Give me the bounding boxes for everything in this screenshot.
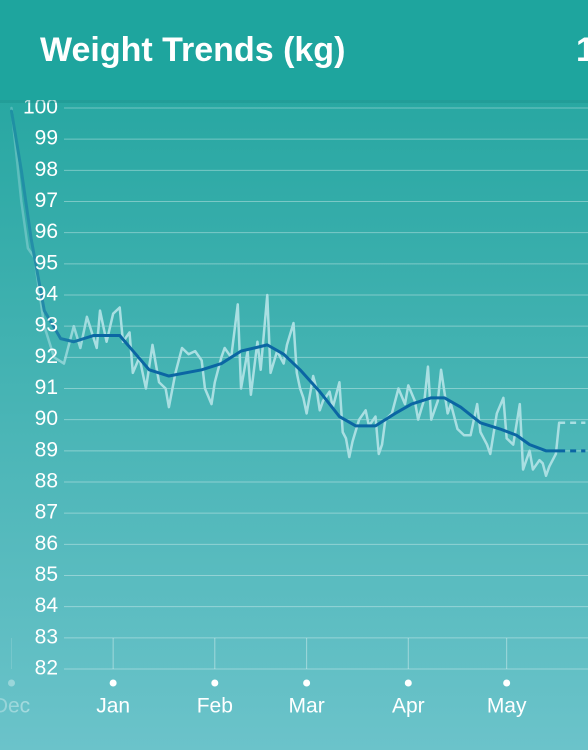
y-tick-label: 86	[35, 532, 58, 555]
x-tick-dot	[109, 679, 117, 687]
header-shadow	[0, 100, 588, 103]
y-tick-label: 100	[23, 96, 58, 119]
x-tick-label: May	[487, 695, 527, 718]
y-tick-label: 93	[35, 314, 58, 337]
plot: Dec Jan Feb Mar Apr May	[0, 106, 586, 718]
y-tick-label: 88	[35, 470, 58, 493]
x-tick-label: Apr	[392, 695, 425, 718]
y-tick-label: 96	[35, 220, 58, 243]
x-tick-label: Jan	[96, 695, 130, 718]
y-tick-label: 83	[35, 625, 58, 648]
x-tick-label: Mar	[289, 695, 325, 718]
period-label[interactable]: 1	[576, 31, 588, 69]
y-tick-label: 84	[35, 594, 59, 617]
y-tick-label: 95	[35, 251, 58, 274]
grid	[64, 107, 588, 670]
y-tick-label: 90	[35, 407, 58, 430]
y-tick-label: 98	[35, 158, 58, 181]
chart-title: Weight Trends (kg)	[40, 31, 345, 69]
x-tick-dot	[303, 679, 311, 687]
y-tick-label: 85	[35, 563, 58, 586]
y-tick-label: 97	[35, 189, 58, 212]
x-tick-label: Feb	[197, 695, 233, 718]
y-tick-label: 99	[35, 127, 58, 150]
header	[0, 0, 588, 100]
x-tick-label: Dec	[0, 695, 30, 718]
y-tick-label: 87	[35, 501, 58, 524]
x-tick-dot	[7, 679, 15, 687]
x-tick-dot	[503, 679, 511, 687]
data-line	[10, 106, 561, 478]
y-tick-label: 92	[35, 345, 58, 368]
y-tick-label: 91	[35, 376, 58, 399]
x-tick-dot	[404, 679, 412, 687]
y-tick-label: 94	[35, 283, 59, 306]
data-line	[9, 109, 561, 453]
y-tick-label: 89	[35, 438, 58, 461]
y-tick-label: 82	[35, 657, 58, 680]
x-tick-dot	[211, 679, 219, 687]
y-axis: 82 83 84 85 86 87 88 89 90 91 92 93 94 95 96 97 98 99 100	[23, 96, 58, 680]
